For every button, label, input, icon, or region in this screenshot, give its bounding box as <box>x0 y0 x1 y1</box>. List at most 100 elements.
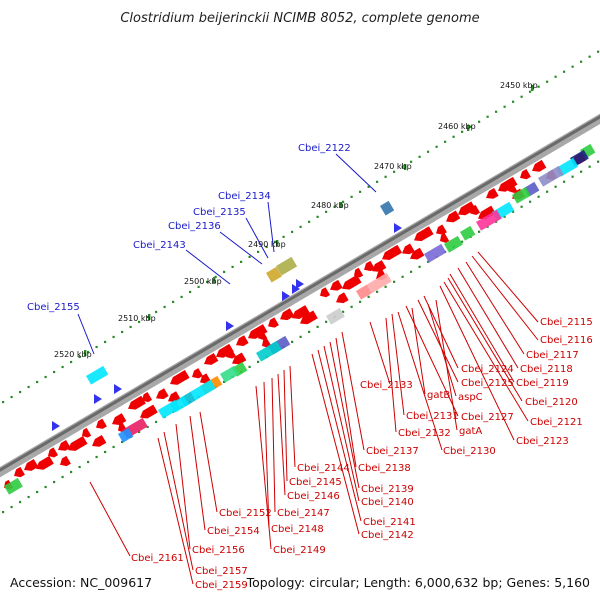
gene-label-cbei-2152[interactable]: Cbei_2152 <box>219 508 272 519</box>
gene-label-cbei-2118[interactable]: Cbei_2118 <box>520 364 573 375</box>
gene-label-aspc[interactable]: aspC <box>458 392 483 403</box>
reverse-gene-arrow <box>232 352 247 365</box>
gene-shape <box>446 210 461 223</box>
gene-label-cbei-2161[interactable]: Cbei_2161 <box>131 553 184 564</box>
gene-label-cbei-2132[interactable]: Cbei_2132 <box>398 428 451 439</box>
gene-label-gata[interactable]: gatA <box>459 426 482 437</box>
leader-line <box>385 317 397 433</box>
kbp-label-2500: 2500 kbp <box>184 277 222 286</box>
gene-label-cbei-2127[interactable]: Cbei_2127 <box>461 412 514 423</box>
gene-label-cbei-2155[interactable]: Cbei_2155 <box>27 302 80 313</box>
gene-label-cbei-2138[interactable]: Cbei_2138 <box>358 463 411 474</box>
leader-line <box>163 431 194 571</box>
gene-label-cbei-2143[interactable]: Cbei_2143 <box>133 240 186 251</box>
gene-label-cbei-2147[interactable]: Cbei_2147 <box>277 508 330 519</box>
tick-dot <box>53 480 56 484</box>
tick-dot <box>291 340 294 343</box>
tick-dot <box>240 260 243 263</box>
gene-label-cbei-2115[interactable]: Cbei_2115 <box>540 317 593 328</box>
gene-label-cbei-2119[interactable]: Cbei_2119 <box>516 378 569 389</box>
gene-label-cbei-2121[interactable]: Cbei_2121 <box>530 417 583 428</box>
tick-dot <box>427 260 430 263</box>
gene-label-cbei-2124[interactable]: Cbei_2124 <box>461 364 514 375</box>
reverse-gene-arrow <box>204 353 219 365</box>
tick-dot <box>27 495 30 499</box>
gene-label-cbei-2157[interactable]: Cbei_2157 <box>195 566 248 577</box>
feature-box-fill <box>512 186 531 204</box>
tick-dot <box>121 440 124 444</box>
reverse-gene-arrow <box>58 439 71 451</box>
gene-label-cbei-2134[interactable]: Cbei_2134 <box>218 191 271 202</box>
tick-dot <box>401 275 404 278</box>
gene-label-cbei-2130[interactable]: Cbei_2130 <box>443 446 496 457</box>
tick-dot <box>44 375 47 379</box>
gene-label-cbei-2156[interactable]: Cbei_2156 <box>192 545 245 556</box>
gene-label-gatb[interactable]: gatB <box>427 390 450 401</box>
tick-dot <box>554 75 557 78</box>
gene-label-cbei-2136[interactable]: Cbei_2136 <box>168 221 221 232</box>
leader-line <box>317 349 362 522</box>
tick-dot <box>435 145 438 148</box>
kbp-label-2520: 2520 kbp <box>54 350 92 359</box>
feature-box-fill <box>460 225 476 241</box>
kbp-label-2510: 2510 kbp <box>118 314 156 323</box>
gene-label-cbei-2123[interactable]: Cbei_2123 <box>516 436 569 447</box>
reverse-gene-arrow <box>392 244 403 255</box>
tick-dot <box>503 215 506 218</box>
tick-dot <box>393 170 396 173</box>
major-tick <box>467 125 470 131</box>
reverse-gene-arrow <box>520 168 531 180</box>
leader-line <box>397 311 443 451</box>
gene-shape <box>156 388 169 400</box>
gene-label-cbei-2148[interactable]: Cbei_2148 <box>271 524 324 535</box>
gene-label-cbei-2141[interactable]: Cbei_2141 <box>363 517 416 528</box>
gene-label-cbei-2135[interactable]: Cbei_2135 <box>193 207 246 218</box>
gene-label-cbei-2159[interactable]: Cbei_2159 <box>195 580 248 591</box>
gene-label-cbei-2117[interactable]: Cbei_2117 <box>526 350 579 361</box>
tick-dot <box>308 220 311 223</box>
gene-label-cbei-2154[interactable]: Cbei_2154 <box>207 526 260 537</box>
reverse-gene-arrow <box>336 292 349 304</box>
feature-box-fill <box>118 427 134 443</box>
tick-dot <box>495 110 498 113</box>
lower-gene-labels: Cbei_2115 Cbei_2116 Cbei_2117 Cbei_2118 … <box>131 317 593 591</box>
gene-label-cbei-2116[interactable]: Cbei_2116 <box>540 335 593 346</box>
gene-shape <box>14 466 25 478</box>
leader-line <box>465 261 525 355</box>
feature-box <box>266 266 282 283</box>
tick-dot <box>214 275 217 279</box>
tick-dot <box>563 70 566 73</box>
gene-label-cbei-2145[interactable]: Cbei_2145 <box>289 477 342 488</box>
gene-label-cbei-2137[interactable]: Cbei_2137 <box>366 446 419 457</box>
leader-line <box>271 377 276 513</box>
gene-label-cbei-2133[interactable]: Cbei_2133 <box>360 380 413 391</box>
feature-box <box>256 340 282 362</box>
leader-line <box>449 273 515 383</box>
gene-label-cbei-2125[interactable]: Cbei_2125 <box>461 378 514 389</box>
tick-dot <box>95 345 98 349</box>
reverse-gene-arrow <box>292 305 310 320</box>
feature-box-fill <box>190 379 216 401</box>
gene-shape <box>200 373 211 384</box>
gene-label-cbei-2146[interactable]: Cbei_2146 <box>287 491 340 502</box>
gene-shape <box>508 183 518 193</box>
tick-dot <box>155 310 158 314</box>
gene-shape <box>216 343 234 358</box>
gene-label-cbei-2122[interactable]: Cbei_2122 <box>298 143 351 154</box>
leader-line <box>471 255 539 341</box>
gene-label-cbei-2149[interactable]: Cbei_2149 <box>273 545 326 556</box>
reverse-gene-arrow <box>142 392 153 403</box>
feature-box-fill <box>4 477 23 495</box>
gene-label-cbei-2120[interactable]: Cbei_2120 <box>525 397 578 408</box>
gene-label-cbei-2131[interactable]: Cbei_2131 <box>406 411 459 422</box>
tick-dot <box>36 380 39 384</box>
gene-label-cbei-2139[interactable]: Cbei_2139 <box>361 484 414 495</box>
tick-dot <box>325 320 328 323</box>
gene-shape <box>248 324 268 339</box>
gene-label-cbei-2140[interactable]: Cbei_2140 <box>361 497 414 508</box>
major-tick <box>148 314 151 320</box>
kbp-label-2490: 2490 kbp <box>248 240 286 249</box>
gene-label-cbei-2142[interactable]: Cbei_2142 <box>361 530 414 541</box>
gene-label-cbei-2144[interactable]: Cbei_2144 <box>297 463 350 474</box>
tick-dot <box>146 315 149 319</box>
